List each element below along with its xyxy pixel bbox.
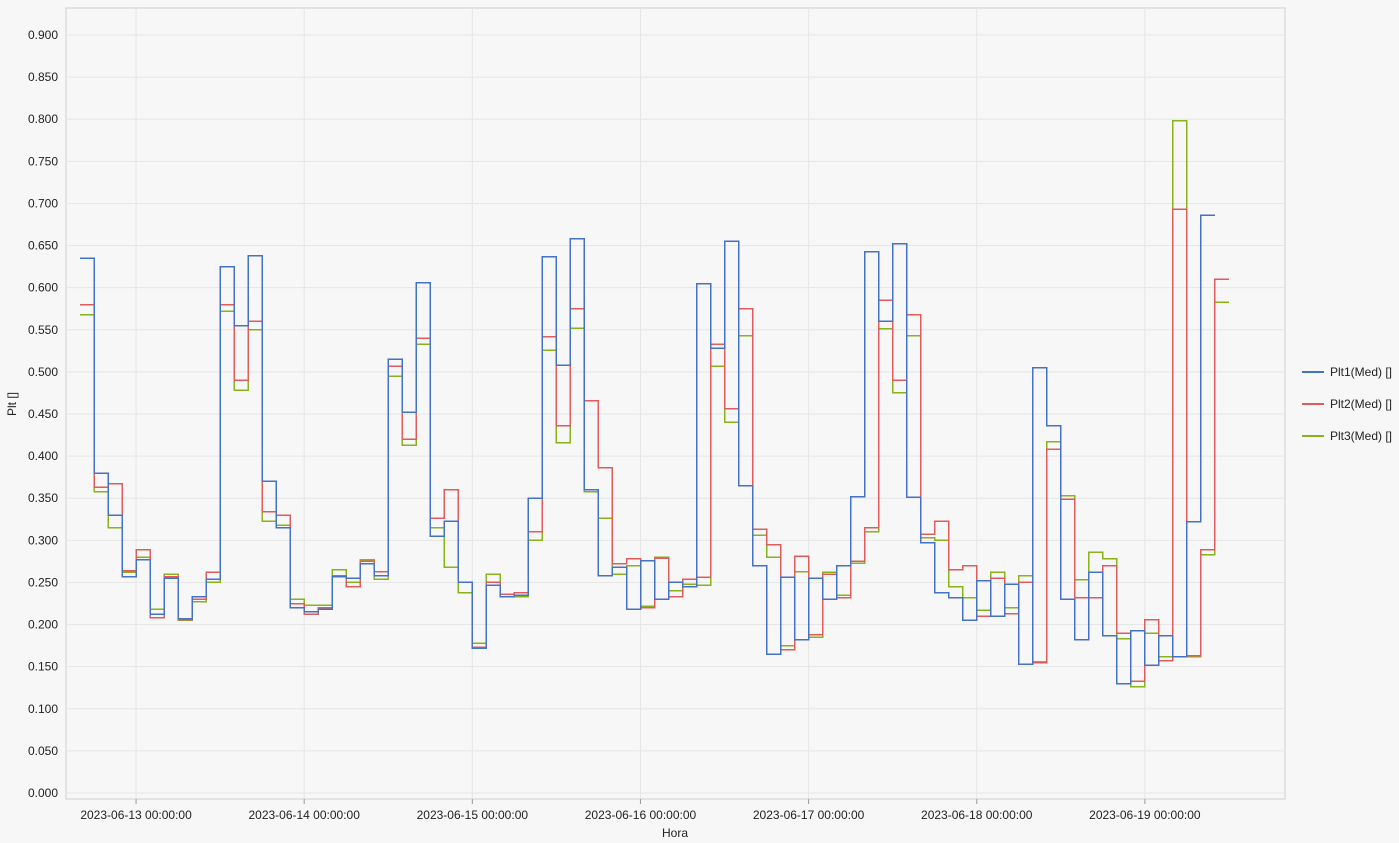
x-tick-label: 2023-06-13 00:00:00 [80,808,192,822]
y-tick-label: 0.250 [28,575,58,589]
y-tick-label: 0.200 [28,618,58,632]
y-tick-label: 0.700 [28,196,58,210]
y-tick-label: 0.550 [28,323,58,337]
legend-label: Plt1(Med) [] [1330,365,1392,379]
x-axis-title: Hora [662,826,688,840]
x-tick-label: 2023-06-14 00:00:00 [248,808,360,822]
y-tick-label: 0.500 [28,365,58,379]
y-axis-title: Plt [] [5,392,19,416]
y-tick-label: 0.150 [28,660,58,674]
series-line-plt1 [80,214,1215,685]
y-tick-label: 0.850 [28,70,58,84]
x-tick-label: 2023-06-17 00:00:00 [753,808,865,822]
y-tick-label: 0.650 [28,239,58,253]
series-line-plt3 [80,120,1229,688]
x-tick-label: 2023-06-19 00:00:00 [1089,808,1201,822]
y-tick-label: 0.300 [28,533,58,547]
y-tick-label: 0.350 [28,491,58,505]
y-axis-ticks: 0.000 0.050 0.100 0.150 0.200 0.250 0.300 0.350… [28,28,58,800]
y-tick-label: 0.000 [28,786,58,800]
y-tick-label: 0.750 [28,154,58,168]
y-tick-label: 0.900 [28,28,58,42]
plot-area [65,7,1286,800]
y-tick-label: 0.400 [28,449,58,463]
grid [66,8,1285,799]
legend-label: Plt2(Med) [] [1330,397,1392,411]
y-tick-label: 0.600 [28,281,58,295]
legend-label: Plt3(Med) [] [1330,429,1392,443]
y-tick-label: 0.050 [28,744,58,758]
y-tick-label: 0.800 [28,112,58,126]
x-axis-ticks: 2023-06-13 00:00:00 2023-06-14 00:00:00 20… [80,799,1201,822]
legend: Plt1(Med) [] Plt2(Med) [] Plt3(Med) [] [1302,365,1392,443]
series-group [80,120,1229,688]
y-tick-label: 0.100 [28,702,58,716]
x-tick-label: 2023-06-15 00:00:00 [417,808,529,822]
y-tick-label: 0.450 [28,407,58,421]
x-tick-label: 2023-06-16 00:00:00 [585,808,697,822]
x-tick-label: 2023-06-18 00:00:00 [921,808,1033,822]
